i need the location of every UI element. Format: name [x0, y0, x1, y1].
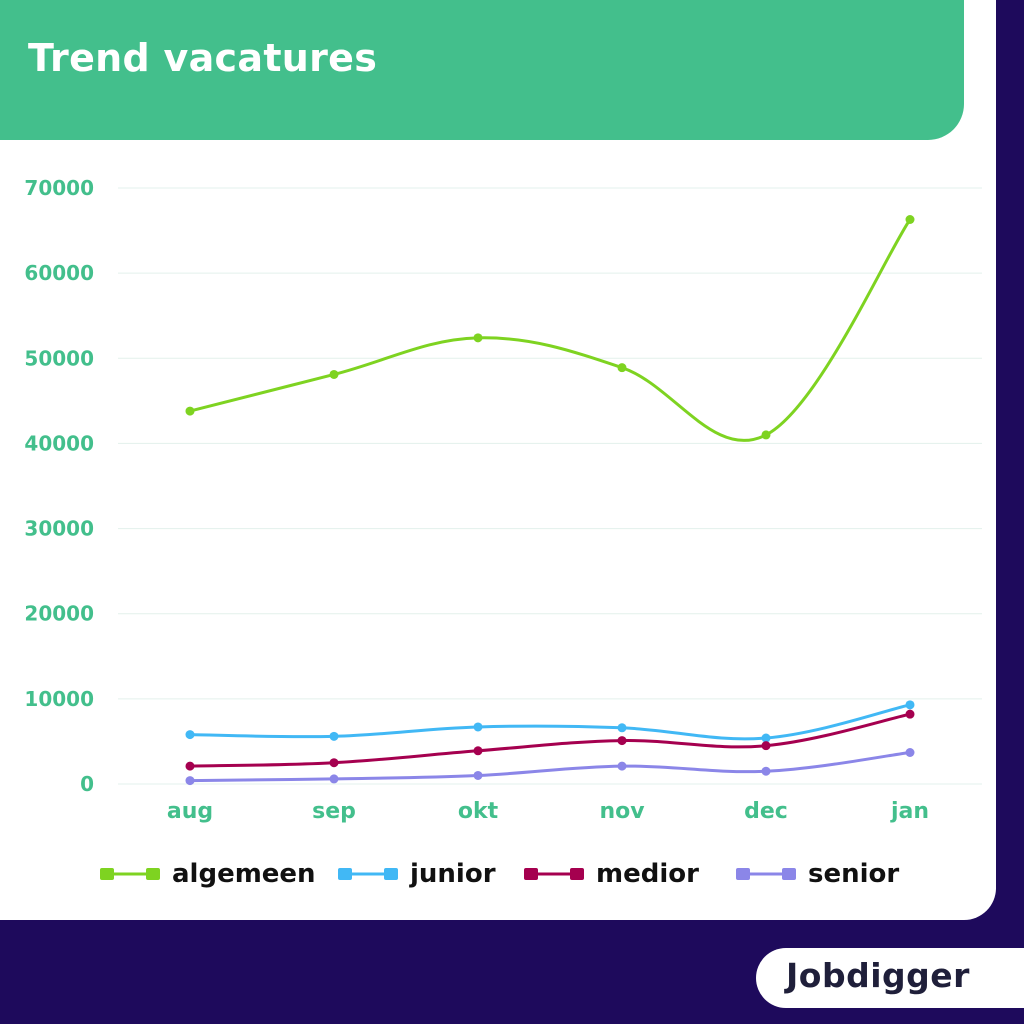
- y-tick-label: 10000: [24, 687, 94, 711]
- data-point-junior: [761, 733, 771, 743]
- y-tick-label: 30000: [24, 517, 94, 541]
- legend-label: junior: [410, 859, 496, 889]
- data-point-medior: [473, 746, 483, 756]
- page-title: Trend vacatures: [28, 36, 378, 80]
- data-point-junior: [905, 700, 915, 710]
- data-point-junior: [473, 722, 483, 732]
- x-tick-label: aug: [167, 799, 213, 824]
- series-line-junior: [188, 703, 912, 741]
- x-tick-label: dec: [744, 799, 788, 824]
- data-point-algemeen: [185, 406, 195, 416]
- data-point-medior: [185, 761, 195, 771]
- data-point-algemeen: [905, 215, 915, 225]
- logo-text: Jobdigger: [786, 956, 970, 995]
- x-tick-label: sep: [312, 799, 356, 824]
- series-line-algemeen: [188, 218, 912, 442]
- data-point-algemeen: [617, 363, 627, 373]
- data-point-medior: [761, 741, 771, 751]
- data-point-senior: [473, 770, 483, 780]
- data-point-senior: [329, 774, 339, 784]
- data-point-medior: [329, 758, 339, 768]
- y-tick-label: 0: [80, 772, 94, 796]
- data-point-junior: [617, 723, 627, 733]
- data-point-algemeen: [329, 369, 339, 379]
- x-tick-label: jan: [890, 799, 929, 824]
- data-point-junior: [185, 730, 195, 740]
- legend-swatch: [338, 868, 398, 880]
- data-point-junior: [329, 731, 339, 741]
- y-tick-label: 40000: [24, 431, 94, 455]
- legend-label: senior: [808, 859, 900, 889]
- legend-item-senior: senior: [736, 852, 899, 896]
- legend-swatch: [100, 868, 160, 880]
- data-point-medior: [617, 736, 627, 746]
- legend-swatch: [524, 868, 584, 880]
- data-point-medior: [905, 709, 915, 719]
- data-point-senior: [905, 747, 915, 757]
- data-point-algemeen: [473, 333, 483, 343]
- legend-item-medior: medior: [524, 852, 699, 896]
- title-bar: Trend vacatures: [0, 0, 964, 140]
- data-point-senior: [761, 766, 771, 776]
- y-tick-label: 20000: [24, 602, 94, 626]
- data-point-algemeen: [761, 430, 771, 440]
- y-tick-label: 50000: [24, 346, 94, 370]
- legend-label: medior: [596, 859, 699, 889]
- legend-item-algemeen: algemeen: [100, 852, 316, 896]
- legend-item-junior: junior: [338, 852, 496, 896]
- jobdigger-logo: Jobdigger: [756, 948, 1024, 1008]
- y-tick-label: 60000: [24, 261, 94, 285]
- x-tick-label: okt: [458, 799, 499, 824]
- chart-card: [0, 0, 996, 920]
- data-point-senior: [185, 776, 195, 786]
- series-line-senior: [188, 750, 912, 783]
- legend-swatch: [736, 868, 796, 880]
- legend-label: algemeen: [172, 859, 316, 889]
- x-tick-label: nov: [599, 799, 645, 824]
- series-line-medior: [188, 712, 912, 768]
- data-point-senior: [617, 761, 627, 771]
- chart-legend: algemeen junior medior senior: [100, 852, 960, 896]
- y-tick-label: 70000: [24, 176, 94, 200]
